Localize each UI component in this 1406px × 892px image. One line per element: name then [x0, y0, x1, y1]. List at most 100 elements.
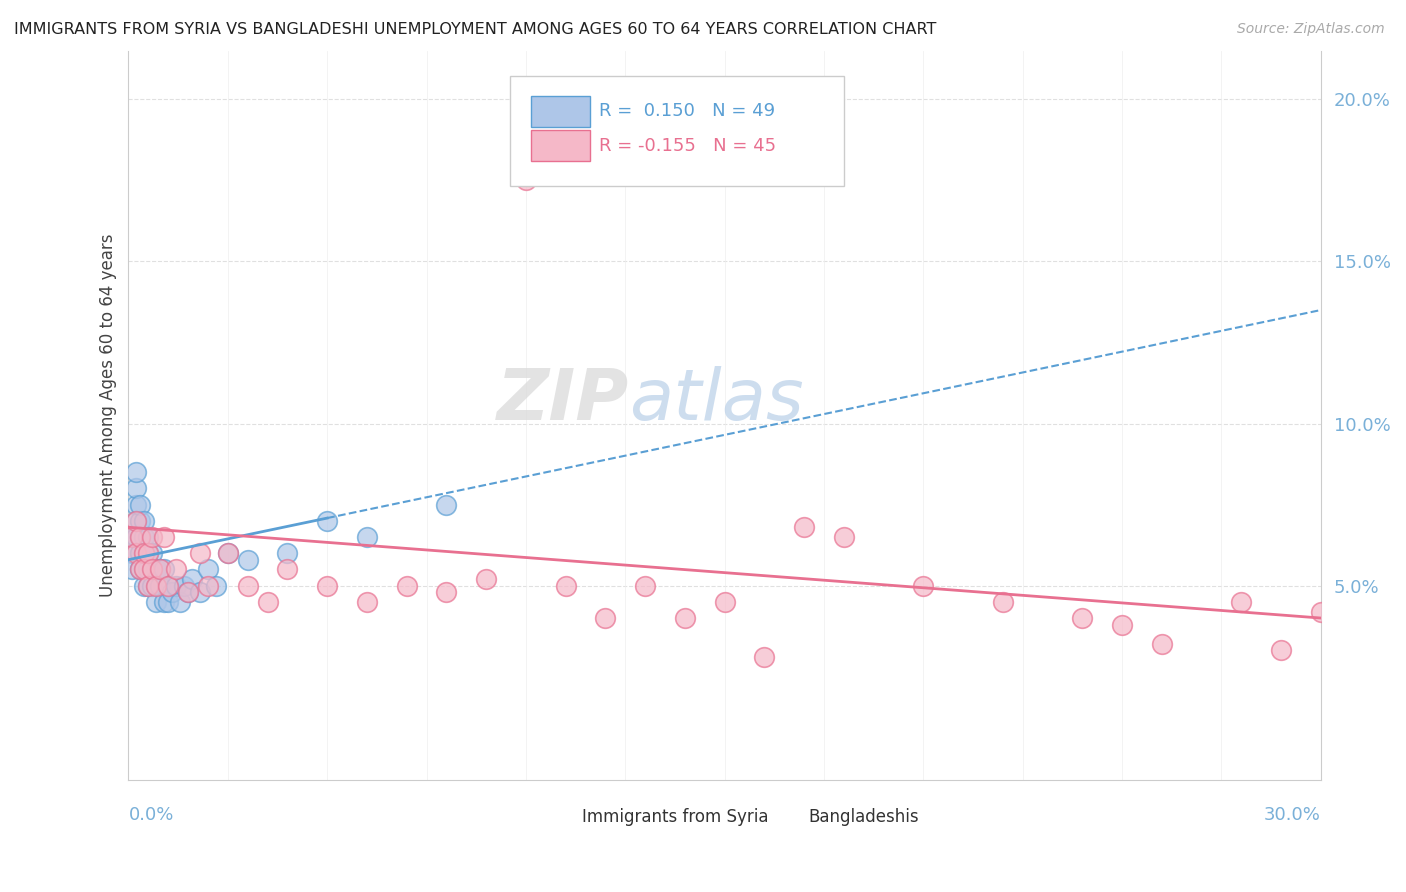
Point	[356, 595, 378, 609]
Text: IMMIGRANTS FROM SYRIA VS BANGLADESHI UNEMPLOYMENT AMONG AGES 60 TO 64 YEARS CORR: IMMIGRANTS FROM SYRIA VS BANGLADESHI UNE…	[14, 22, 936, 37]
Point	[515, 173, 537, 187]
Point	[153, 562, 176, 576]
FancyBboxPatch shape	[531, 130, 591, 161]
Text: R =  0.150   N = 49: R = 0.150 N = 49	[599, 103, 776, 120]
Point	[157, 595, 180, 609]
Point	[138, 546, 160, 560]
Point	[160, 585, 183, 599]
Point	[165, 562, 187, 576]
Point	[157, 579, 180, 593]
Point	[395, 579, 418, 593]
Point	[205, 579, 228, 593]
FancyBboxPatch shape	[537, 800, 581, 832]
Point	[188, 585, 211, 599]
Point	[145, 562, 167, 576]
Point	[1150, 637, 1173, 651]
Point	[832, 530, 855, 544]
Text: ZIP: ZIP	[496, 367, 630, 435]
Point	[149, 579, 172, 593]
Point	[138, 530, 160, 544]
Point	[134, 579, 156, 593]
Point	[673, 611, 696, 625]
Point	[236, 579, 259, 593]
Point	[141, 546, 163, 560]
Point	[316, 579, 339, 593]
Point	[188, 546, 211, 560]
Point	[125, 514, 148, 528]
Point	[149, 562, 172, 576]
Point	[276, 562, 298, 576]
Point	[316, 514, 339, 528]
Point	[121, 562, 143, 576]
Point	[1270, 643, 1292, 657]
Point	[217, 546, 239, 560]
Point	[793, 520, 815, 534]
Point	[356, 530, 378, 544]
Point	[125, 514, 148, 528]
Point	[134, 562, 156, 576]
Point	[138, 546, 160, 560]
Point	[153, 595, 176, 609]
Point	[129, 498, 152, 512]
Text: Immigrants from Syria: Immigrants from Syria	[582, 807, 768, 826]
Point	[177, 585, 200, 599]
Point	[554, 579, 576, 593]
Point	[129, 530, 152, 544]
Point	[436, 498, 458, 512]
Point	[145, 579, 167, 593]
Text: atlas: atlas	[630, 367, 804, 435]
Point	[713, 595, 735, 609]
Point	[149, 562, 172, 576]
Point	[129, 530, 152, 544]
Point	[125, 530, 148, 544]
Point	[121, 530, 143, 544]
Point	[129, 562, 152, 576]
Point	[129, 546, 152, 560]
Point	[165, 579, 187, 593]
Point	[197, 579, 219, 593]
Y-axis label: Unemployment Among Ages 60 to 64 years: Unemployment Among Ages 60 to 64 years	[100, 234, 117, 597]
Point	[236, 552, 259, 566]
Point	[121, 530, 143, 544]
Point	[138, 579, 160, 593]
Point	[145, 595, 167, 609]
Point	[181, 572, 204, 586]
Point	[134, 546, 156, 560]
Point	[129, 562, 152, 576]
Point	[153, 530, 176, 544]
Point	[134, 546, 156, 560]
Point	[754, 649, 776, 664]
Point	[1071, 611, 1094, 625]
Point	[169, 595, 191, 609]
Point	[912, 579, 935, 593]
Text: Bangladeshis: Bangladeshis	[808, 807, 918, 826]
Point	[125, 498, 148, 512]
Point	[138, 562, 160, 576]
Point	[125, 481, 148, 495]
Text: Source: ZipAtlas.com: Source: ZipAtlas.com	[1237, 22, 1385, 37]
Point	[177, 585, 200, 599]
Point	[1230, 595, 1253, 609]
Point	[475, 572, 498, 586]
Point	[1111, 617, 1133, 632]
Point	[138, 579, 160, 593]
Point	[217, 546, 239, 560]
Text: R = -0.155   N = 45: R = -0.155 N = 45	[599, 136, 776, 154]
Point	[1309, 605, 1331, 619]
Point	[129, 514, 152, 528]
Point	[173, 579, 195, 593]
Point	[145, 579, 167, 593]
Point	[634, 579, 657, 593]
Point	[134, 530, 156, 544]
Point	[125, 465, 148, 479]
FancyBboxPatch shape	[510, 76, 844, 186]
Text: 30.0%: 30.0%	[1264, 806, 1320, 824]
Point	[157, 579, 180, 593]
Point	[436, 585, 458, 599]
Point	[141, 562, 163, 576]
Point	[197, 562, 219, 576]
FancyBboxPatch shape	[531, 96, 591, 127]
Point	[141, 562, 163, 576]
Point	[991, 595, 1014, 609]
FancyBboxPatch shape	[770, 800, 813, 832]
